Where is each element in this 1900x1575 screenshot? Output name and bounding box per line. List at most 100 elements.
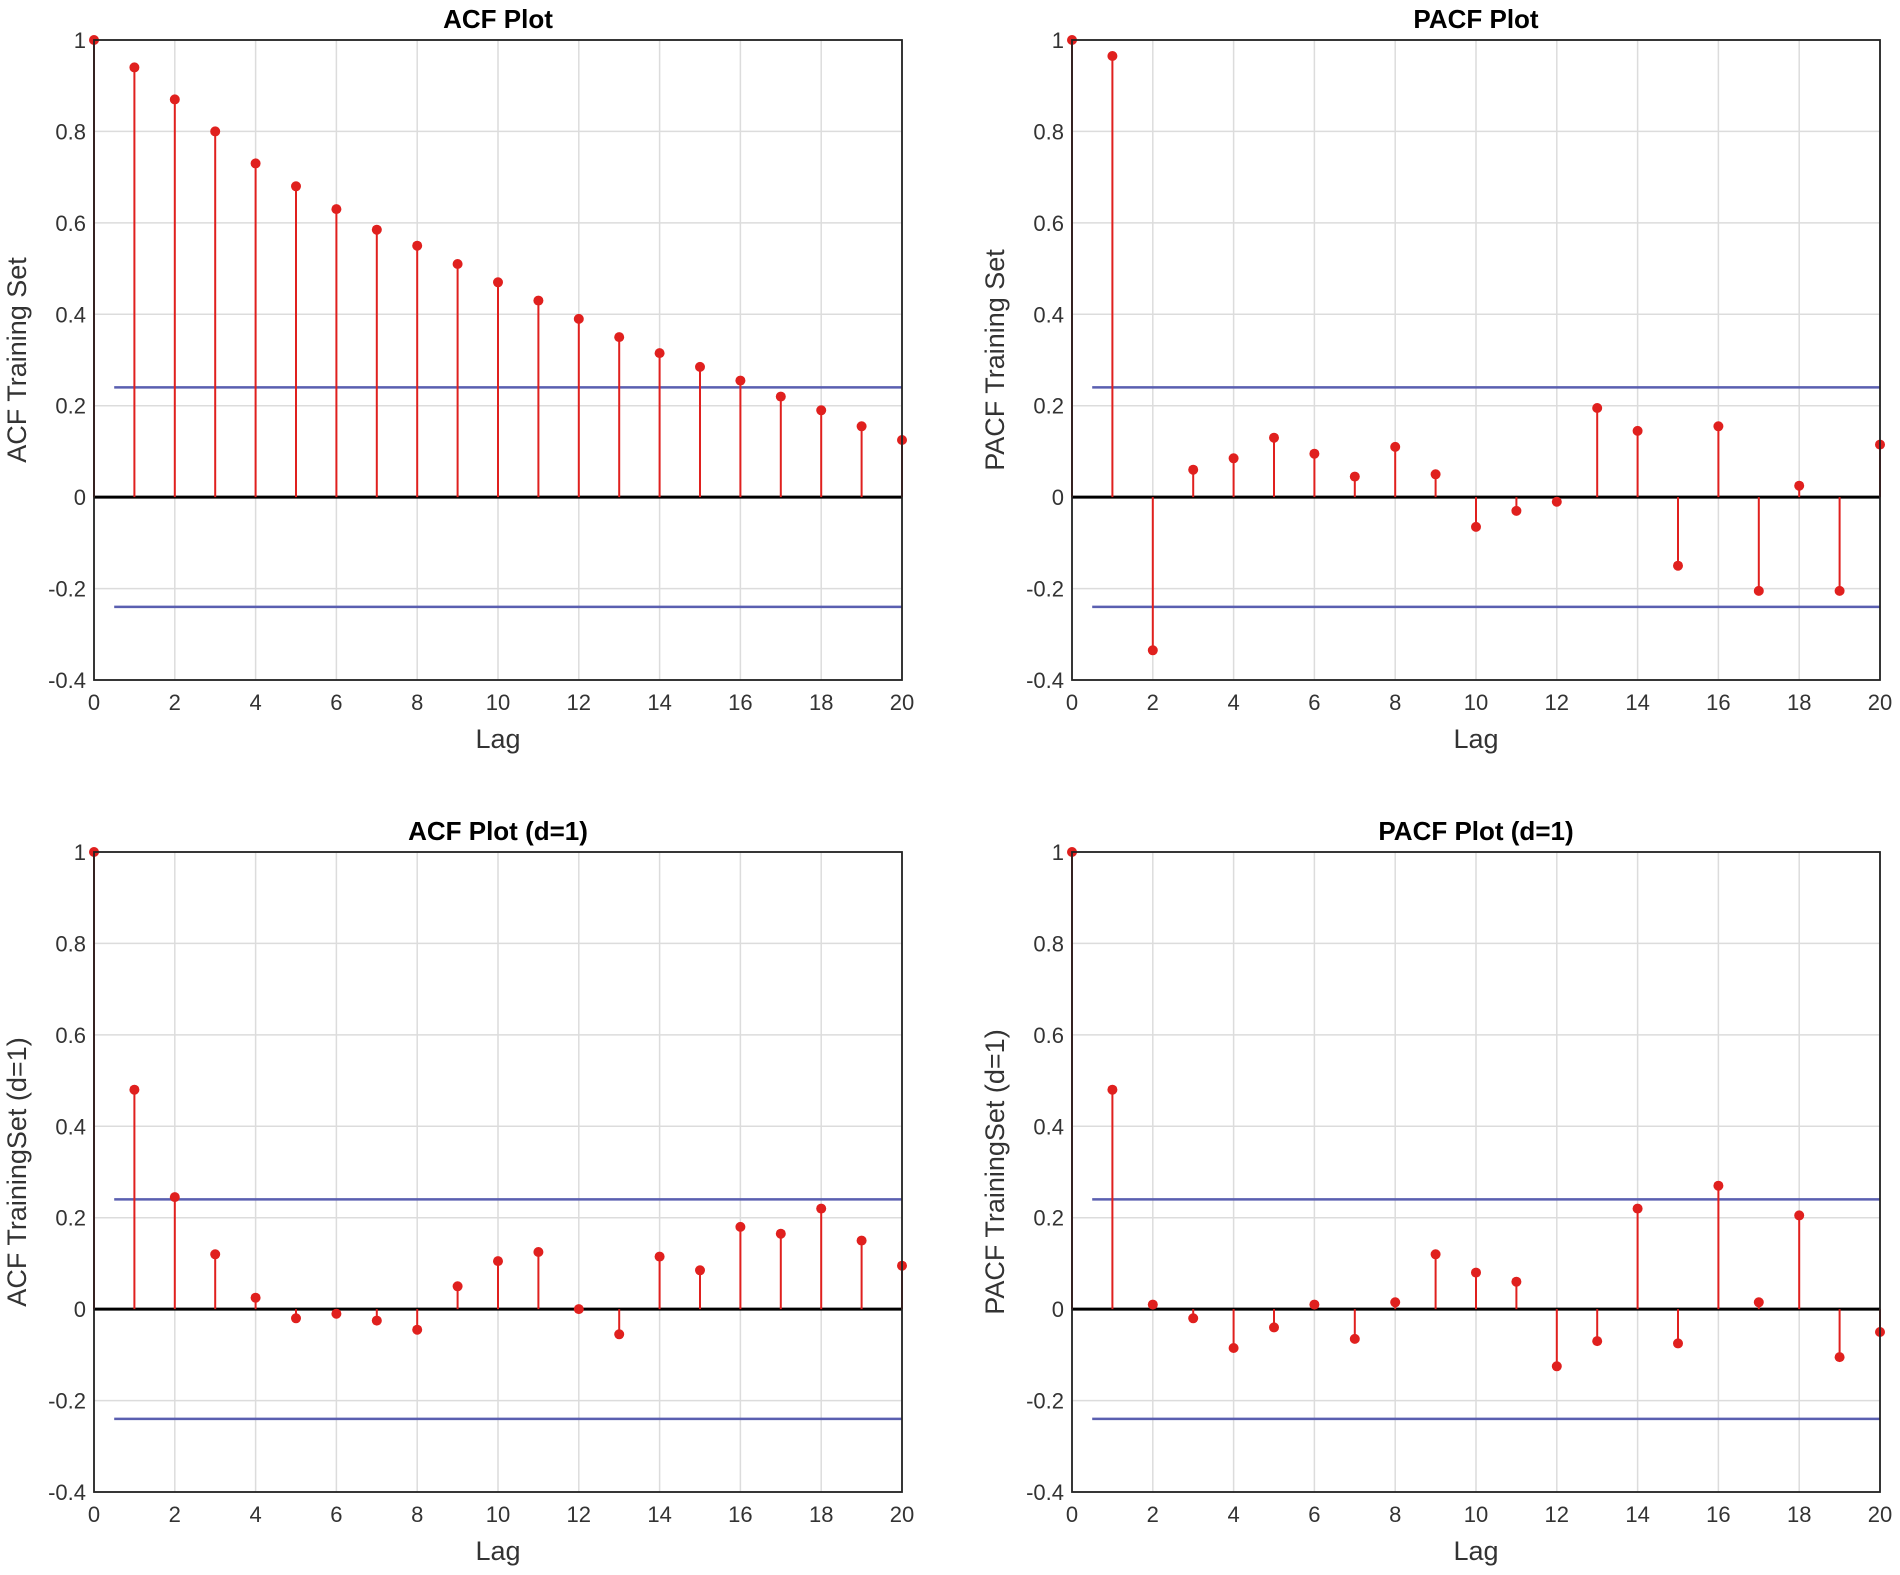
x-tick-label: 20 [1868, 690, 1892, 715]
y-tick-label: 0 [1052, 1297, 1064, 1322]
chart-title: ACF Plot [443, 4, 553, 34]
y-tick-label: 0.2 [1033, 1206, 1064, 1231]
y-tick-label: 0.4 [1033, 1114, 1064, 1139]
x-tick-label: 10 [1464, 690, 1488, 715]
x-tick-label: 10 [1464, 1502, 1488, 1527]
x-tick-label: 6 [330, 1502, 342, 1527]
stem-marker-lag-6 [1309, 448, 1320, 459]
stem-marker-lag-11 [533, 1247, 544, 1257]
stem-marker-lag-15 [1673, 1338, 1683, 1349]
axes-frame [93, 39, 903, 681]
stem-marker-lag-9 [452, 259, 463, 269]
x-axis-label: Lag [1453, 724, 1498, 754]
stem-marker-lag-3 [210, 1249, 221, 1260]
stem-marker-lag-18 [1794, 480, 1805, 491]
x-axis-label: Lag [475, 724, 520, 754]
stem-marker-lag-6 [331, 1308, 342, 1319]
stem-marker-lag-5 [1269, 1322, 1279, 1333]
x-tick-label: 18 [1787, 1502, 1811, 1527]
x-tick-label: 0 [1066, 690, 1078, 715]
x-tick-label: 16 [1706, 690, 1730, 715]
pacf-diff-plot-panel: 0 2 4 6 8 10 12 14 16 18 20 -0.4 -0.2 0 0.2 0.4 0.6 0.8 1 P… [980, 816, 1892, 1566]
x-tick-label: 10 [486, 690, 510, 715]
stem-marker-lag-7 [1349, 1333, 1360, 1344]
stem-marker-lag-10 [1471, 1267, 1481, 1278]
stem-marker-lag-8 [1390, 1297, 1401, 1308]
x-tick-label: 2 [169, 690, 181, 715]
x-tick-label: 2 [1147, 690, 1159, 715]
x-tick-label: 8 [411, 690, 423, 715]
stem-marker-lag-14 [1632, 425, 1643, 436]
stem-marker-lag-19 [1834, 585, 1845, 596]
chart-title: PACF Plot [1413, 4, 1539, 34]
x-tick-label: 4 [1227, 690, 1239, 715]
stem-marker-lag-11 [1511, 505, 1522, 516]
stem-marker-lag-16 [735, 1221, 746, 1232]
x-axis-label: Lag [1453, 1536, 1498, 1566]
stem-marker-lag-15 [1673, 560, 1683, 571]
stem-marker-lag-12 [1551, 1361, 1562, 1372]
y-tick-label: -0.4 [1026, 668, 1064, 693]
stem-marker-lag-8 [1390, 441, 1401, 452]
x-tick-label: 0 [88, 690, 100, 715]
stem-marker-lag-2 [169, 94, 180, 105]
axes-frame [93, 851, 903, 1493]
x-tick-label: 6 [1308, 690, 1320, 715]
x-tick-label: 20 [890, 1502, 914, 1527]
y-tick-label: 0.8 [55, 931, 86, 956]
y-tick-label: 0.6 [55, 211, 86, 236]
stem-marker-lag-10 [1471, 521, 1481, 532]
x-tick-label: 8 [1389, 1502, 1401, 1527]
x-tick-label: 10 [486, 1502, 510, 1527]
stem-marker-lag-18 [816, 405, 827, 416]
stem-marker-lag-2 [1147, 645, 1158, 656]
stem-marker-lag-5 [291, 1313, 301, 1324]
x-tick-label: 0 [88, 1502, 100, 1527]
x-tick-label: 16 [728, 1502, 752, 1527]
y-tick-label: 0.2 [55, 394, 86, 419]
stem-marker-lag-12 [1551, 496, 1562, 507]
stem-marker-lag-7 [371, 1315, 382, 1326]
y-tick-label: -0.4 [48, 668, 86, 693]
y-axis-label: ACF Training Set [2, 257, 32, 463]
x-tick-label: 18 [809, 690, 833, 715]
x-tick-label: 14 [647, 690, 671, 715]
y-axis-label: PACF TrainingSet (d=1) [980, 1029, 1010, 1314]
stem-marker-lag-4 [250, 1292, 261, 1303]
y-tick-label: 0.8 [1033, 119, 1064, 144]
x-tick-label: 12 [1545, 690, 1569, 715]
x-tick-label: 18 [1787, 690, 1811, 715]
y-tick-label: -0.4 [48, 1480, 86, 1505]
x-tick-label: 8 [1389, 690, 1401, 715]
stem-marker-lag-11 [533, 295, 544, 306]
y-axis-label: PACF Training Set [980, 249, 1010, 471]
stem-marker-lag-13 [614, 332, 625, 343]
x-tick-label: 14 [647, 1502, 671, 1527]
chart-title: PACF Plot (d=1) [1378, 816, 1573, 846]
y-tick-label: 0.6 [1033, 211, 1064, 236]
x-tick-label: 0 [1066, 1502, 1078, 1527]
y-tick-label: 1 [1052, 840, 1064, 865]
y-tick-label: -0.2 [1026, 577, 1064, 602]
stem-marker-lag-3 [210, 126, 221, 137]
x-tick-label: 14 [1625, 1502, 1649, 1527]
stem-marker-lag-19 [1834, 1352, 1845, 1363]
acf-plot-panel: 0 2 4 6 8 10 12 14 16 18 20 -0.4 -0.2 0 0.2 0.4 0.6 0.8 1 A… [2, 4, 914, 754]
stem-marker-lag-4 [1228, 1343, 1239, 1353]
x-tick-label: 8 [411, 1502, 423, 1527]
stem-marker-lag-8 [412, 1324, 423, 1335]
y-tick-label: 0 [74, 1297, 86, 1322]
x-tick-label: 4 [1227, 1502, 1239, 1527]
x-tick-label: 12 [1545, 1502, 1569, 1527]
stem-marker-lag-3 [1188, 1313, 1199, 1324]
stem-marker-lag-17 [1753, 585, 1764, 596]
stem-marker-lag-5 [1269, 432, 1279, 443]
stem-marker-lag-7 [371, 224, 382, 235]
stem-marker-lag-15 [695, 361, 705, 372]
x-tick-label: 20 [890, 690, 914, 715]
y-tick-label: 0.4 [1033, 302, 1064, 327]
y-tick-label: 1 [74, 28, 86, 53]
stem-marker-lag-10 [493, 1256, 503, 1267]
y-tick-label: 0.4 [55, 1114, 86, 1139]
